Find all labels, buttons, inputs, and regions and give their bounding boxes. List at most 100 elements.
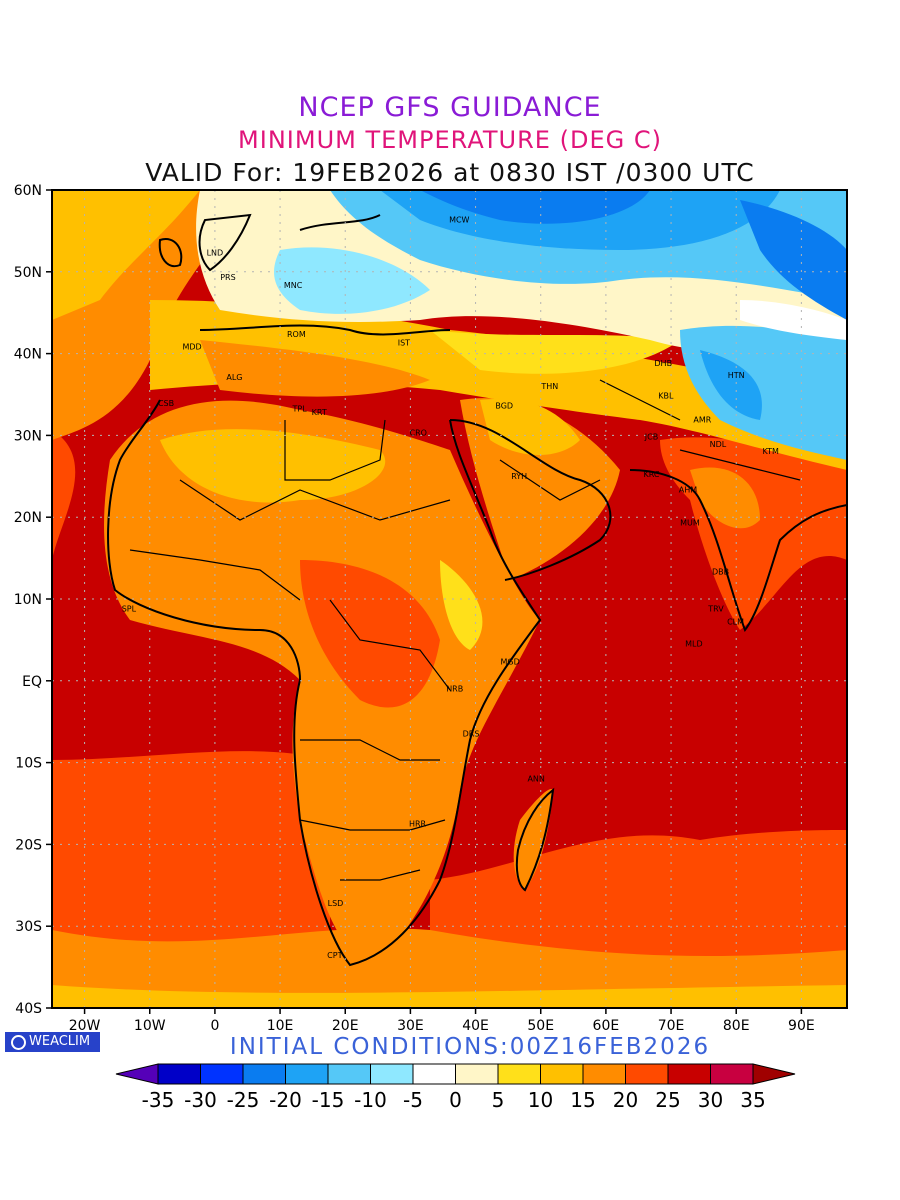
legend-swatch [710, 1063, 754, 1085]
lat-label: 50N [14, 265, 42, 281]
legend-swatch [200, 1063, 244, 1085]
legend-label: -10 [354, 1088, 387, 1112]
city-label-mcw: MCW [449, 216, 469, 225]
legend-label: 35 [740, 1088, 765, 1112]
field-southern-band [52, 928, 847, 1008]
city-label-ahm: AHM [679, 486, 697, 495]
lat-label: 40S [15, 1001, 42, 1017]
city-label-amr: AMR [693, 415, 711, 424]
city-label-bgd: BGD [495, 401, 513, 410]
city-label-thn: THN [540, 382, 558, 391]
legend-label: 10 [528, 1088, 553, 1112]
initial-conditions: INITIAL CONDITIONS:00Z16FEB2026 [229, 1034, 711, 1060]
lon-label: 10W [134, 1018, 166, 1034]
legend-label: 15 [570, 1088, 595, 1112]
city-label-lsd: LSD [328, 899, 344, 908]
field-madagascar [513, 789, 553, 890]
city-label-ktm: KTM [763, 447, 780, 456]
lat-label: EQ [22, 674, 42, 690]
city-label-mnc: MNC [284, 281, 303, 290]
city-label-htn: HTN [728, 371, 745, 380]
lat-label: 30S [15, 919, 42, 935]
lat-label: 60N [14, 183, 42, 199]
legend-swatch [455, 1063, 499, 1085]
chart-subtitle: MINIMUM TEMPERATURE (DEG C) [238, 126, 662, 154]
field-sahara-cool [160, 429, 386, 503]
lon-label: 0 [210, 1018, 219, 1034]
lon-label: 20W [69, 1018, 101, 1034]
lat-label: 30N [14, 428, 42, 444]
legend-swatch [157, 1063, 201, 1085]
weaclim-logo: WEACLIM [5, 1032, 100, 1052]
legend-swatch [242, 1063, 286, 1085]
field-arabia-north [480, 399, 580, 455]
legend-swatch [497, 1063, 541, 1085]
city-label-rom: ROM [287, 330, 306, 339]
lon-label: 10E [267, 1018, 294, 1034]
city-label-ndl: NDL [710, 440, 727, 449]
legend-label: -25 [227, 1088, 260, 1112]
legend-swatch [370, 1063, 414, 1085]
field-india-north [690, 467, 760, 529]
legend-label: -20 [269, 1088, 302, 1112]
city-label-cpt: CPT [327, 951, 342, 960]
city-label-mdd: MDD [182, 343, 201, 352]
city-label-jcb: JCB [644, 432, 658, 441]
city-label-dbb: DBB [712, 567, 729, 576]
city-label-prs: PRS [220, 273, 235, 282]
city-label-mum: MUM [680, 518, 700, 527]
lat-label: 40N [14, 347, 42, 363]
lon-label: 50E [527, 1018, 554, 1034]
city-label-kbl: KBL [658, 392, 674, 401]
coastlines [107, 213, 847, 967]
legend-swatch [412, 1063, 456, 1085]
city-label-cro: CRO [409, 428, 426, 437]
field-alps-cold [274, 247, 430, 314]
field-north-atlantic-cool [52, 190, 200, 320]
city-label-lnd: LND [207, 248, 224, 257]
legend-swatch [327, 1063, 371, 1085]
city-labels: LND PRS MNC MCW MDD ROM IST ALG CSB TPL KRT CRO BGD T… [122, 216, 779, 960]
lon-label: 80E [723, 1018, 750, 1034]
legend-label: 20 [613, 1088, 638, 1112]
field-africa [104, 400, 541, 961]
lat-label: 10S [15, 756, 42, 772]
field-central-asia [740, 200, 847, 320]
country-borders [129, 379, 801, 881]
lon-label: 90E [788, 1018, 815, 1034]
legend-label: 25 [655, 1088, 680, 1112]
city-label-csb: CSB [158, 399, 174, 408]
legend-swatch [582, 1063, 626, 1085]
lon-label: 40E [462, 1018, 489, 1034]
legend-label: 0 [449, 1088, 462, 1112]
field-far-south [52, 985, 847, 1008]
lon-label: 30E [397, 1018, 424, 1034]
field-central-africa [300, 560, 440, 708]
legend-swatch [625, 1063, 669, 1085]
logo-text: WEACLIM [29, 1034, 91, 1049]
chart-title: NCEP GFS GUIDANCE [298, 92, 602, 123]
city-label-tpl: TPL [292, 405, 308, 414]
axis-labels: 60N 50N 40N 30N 20N 10N EQ 10S 20S 30S 40S 20W 10W 0 1… [14, 183, 815, 1034]
legend-arrow-high [752, 1063, 796, 1085]
lon-label: 20E [332, 1018, 359, 1034]
field-turkey-iran [430, 330, 680, 374]
city-label-mld: MLD [685, 639, 703, 648]
legend-label: -30 [184, 1088, 217, 1112]
city-label-ist: IST [398, 338, 410, 347]
field-southern-africa [323, 800, 420, 908]
city-label-ryh: RYH [511, 472, 527, 481]
city-label-ann: ANN [527, 774, 544, 783]
city-label-krc: KRC [644, 470, 660, 479]
city-label-clm: CLM [727, 617, 744, 626]
field-mid-latitudes [150, 300, 847, 470]
legend-swatch [667, 1063, 711, 1085]
city-label-mgd: MGD [500, 657, 519, 666]
legend-label: -5 [403, 1088, 423, 1112]
city-label-alg: ALG [226, 373, 242, 382]
graticule [52, 190, 847, 1008]
city-label-trv: TRV [707, 604, 724, 613]
lon-label: 60E [593, 1018, 620, 1034]
city-label-nrb: NRB [446, 684, 463, 693]
